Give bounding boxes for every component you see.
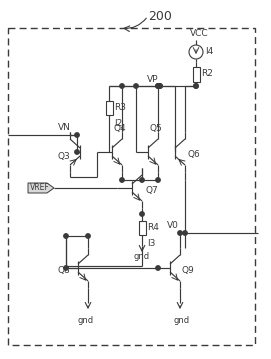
Circle shape bbox=[178, 231, 182, 235]
Circle shape bbox=[64, 234, 68, 238]
Circle shape bbox=[158, 84, 162, 88]
Circle shape bbox=[140, 178, 144, 182]
Text: I2: I2 bbox=[114, 118, 122, 127]
Text: R2: R2 bbox=[201, 70, 213, 79]
Text: VP: VP bbox=[147, 75, 158, 84]
Text: Q3: Q3 bbox=[58, 153, 71, 162]
Text: VCC: VCC bbox=[190, 29, 209, 38]
Circle shape bbox=[86, 234, 90, 238]
Text: VN: VN bbox=[58, 123, 71, 132]
Text: VREF: VREF bbox=[30, 183, 50, 192]
Text: Q5: Q5 bbox=[149, 123, 162, 132]
Circle shape bbox=[156, 84, 160, 88]
Bar bbox=[105, 101, 112, 115]
Circle shape bbox=[189, 45, 203, 59]
Circle shape bbox=[194, 84, 198, 88]
Text: gnd: gnd bbox=[78, 316, 94, 325]
Circle shape bbox=[194, 84, 198, 88]
Text: Q9: Q9 bbox=[182, 266, 195, 275]
Circle shape bbox=[156, 84, 160, 88]
Text: Q8: Q8 bbox=[58, 266, 71, 275]
Circle shape bbox=[140, 212, 144, 216]
Bar bbox=[192, 66, 199, 81]
Polygon shape bbox=[28, 183, 54, 193]
Text: gnd: gnd bbox=[174, 316, 190, 325]
Text: Q7: Q7 bbox=[145, 186, 158, 195]
Text: gnd: gnd bbox=[134, 252, 150, 261]
Bar bbox=[138, 221, 146, 235]
Circle shape bbox=[158, 84, 162, 88]
Circle shape bbox=[156, 266, 160, 270]
Text: R4: R4 bbox=[147, 224, 159, 233]
Circle shape bbox=[134, 84, 138, 88]
Circle shape bbox=[64, 266, 68, 270]
Circle shape bbox=[156, 178, 160, 182]
Circle shape bbox=[75, 133, 79, 137]
Circle shape bbox=[183, 231, 187, 235]
Text: I4: I4 bbox=[205, 47, 213, 56]
Bar bbox=[8, 28, 255, 345]
Text: 200: 200 bbox=[148, 10, 172, 23]
Circle shape bbox=[75, 150, 79, 154]
Text: I3: I3 bbox=[147, 239, 155, 248]
Text: R3: R3 bbox=[114, 103, 126, 112]
Circle shape bbox=[120, 84, 124, 88]
Text: V0: V0 bbox=[167, 222, 179, 230]
Text: Q6: Q6 bbox=[188, 149, 201, 159]
Text: Q4: Q4 bbox=[113, 123, 126, 132]
Circle shape bbox=[120, 178, 124, 182]
